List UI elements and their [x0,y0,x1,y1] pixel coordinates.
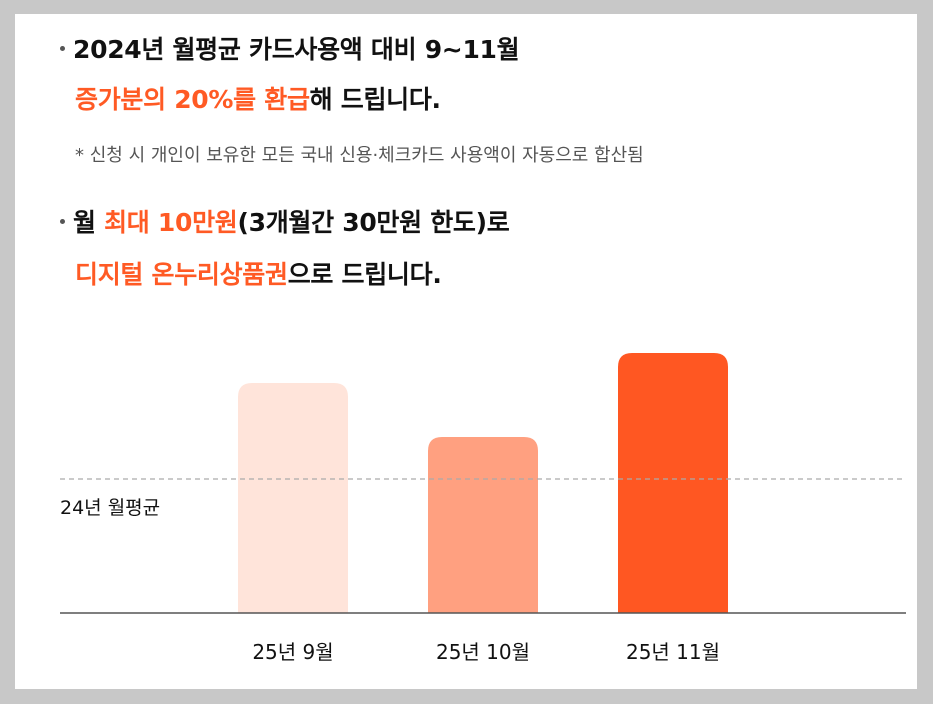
x-tick-label: 25년 9월 [252,640,334,664]
subline-2-rest: 으로 드립니다. [287,260,442,289]
subline-1: 증가분의 20%를 환급해 드립니다. [75,80,441,116]
bullet-line-1: 2024년 월평균 카드사용액 대비 9~11월 [60,30,520,66]
headline-2-pre: 월 [73,208,105,237]
bullet-dot-icon [60,218,65,224]
subline-1-rest: 해 드립니다. [309,85,441,114]
reference-line-label: 24년 월평균 [60,497,161,519]
bar-2 [428,437,538,613]
bar-1 [238,383,348,613]
headline-1: 2024년 월평균 카드사용액 대비 9~11월 [73,35,520,64]
refund-highlight: 증가분의 20%를 환급 [75,85,310,114]
bullet-dot-icon [60,45,65,51]
voucher-highlight: 디지털 온누리상품권 [75,260,288,289]
max-amount-highlight: 최대 10만원 [104,208,238,237]
x-tick-label: 25년 10월 [435,640,531,664]
headline-2-rest: (3개월간 30만원 한도)로 [237,208,510,237]
footnote: * 신청 시 개인이 보유한 모든 국내 신용·체크카드 사용액이 자동으로 합… [75,145,644,166]
subline-2: 디지털 온누리상품권으로 드립니다. [75,255,442,291]
x-tick-label: 25년 11월 [625,640,721,664]
bar-3 [618,353,728,613]
bullet-line-2: 월 최대 10만원(3개월간 30만원 한도)로 [60,203,510,239]
